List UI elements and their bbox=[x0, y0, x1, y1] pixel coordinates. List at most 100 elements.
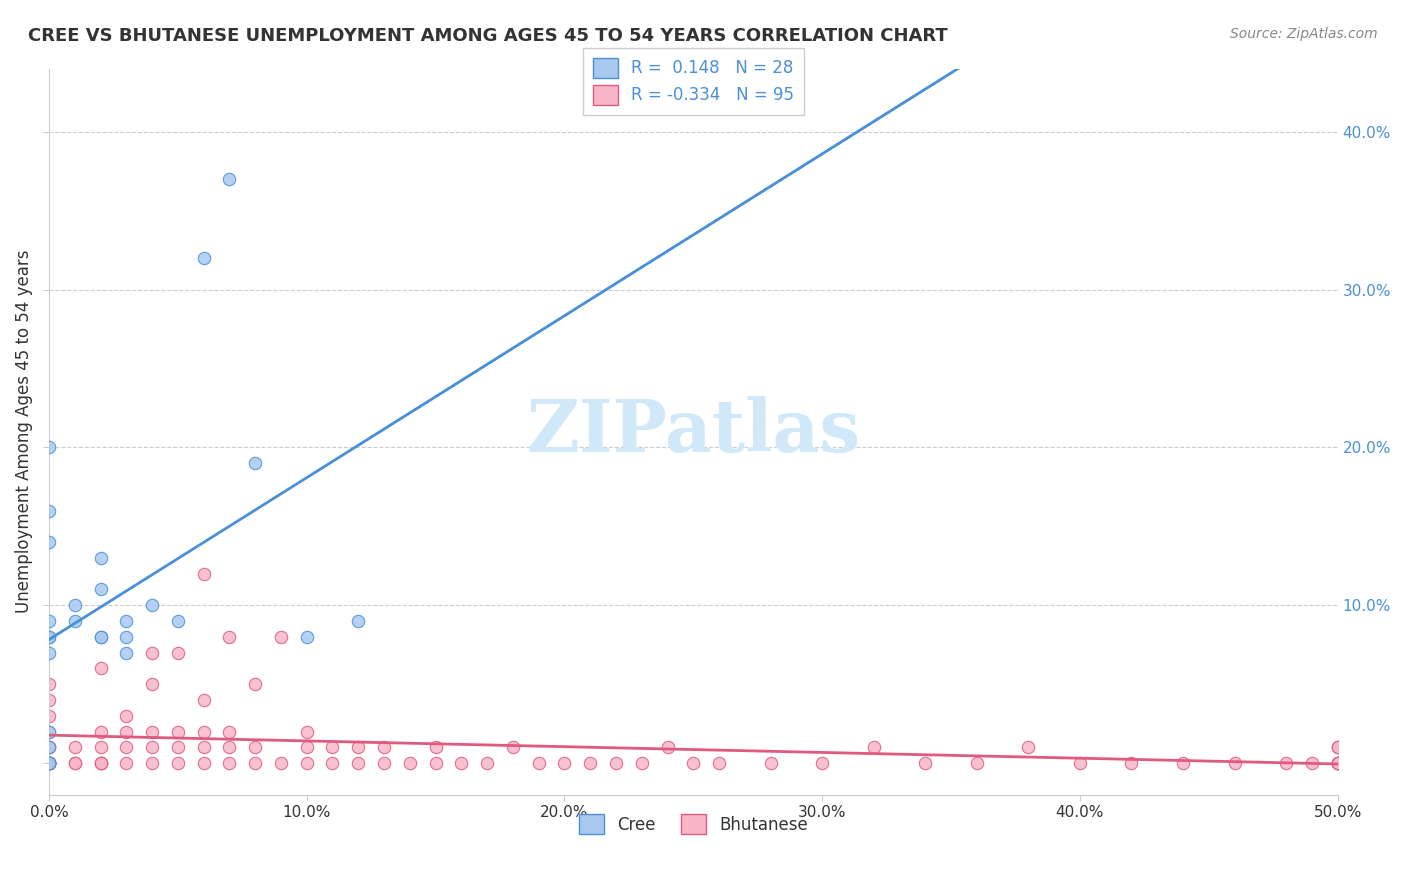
Point bbox=[295, 740, 318, 755]
Point bbox=[38, 756, 60, 771]
Point bbox=[38, 630, 60, 644]
Point bbox=[115, 740, 138, 755]
Point bbox=[38, 503, 60, 517]
Point bbox=[321, 756, 343, 771]
Point bbox=[193, 251, 215, 265]
Point bbox=[243, 756, 266, 771]
Text: Source: ZipAtlas.com: Source: ZipAtlas.com bbox=[1230, 27, 1378, 41]
Y-axis label: Unemployment Among Ages 45 to 54 years: Unemployment Among Ages 45 to 54 years bbox=[15, 250, 32, 614]
Point bbox=[38, 708, 60, 723]
Point bbox=[38, 646, 60, 660]
Point bbox=[630, 756, 652, 771]
Point bbox=[1326, 756, 1348, 771]
Point bbox=[1017, 740, 1039, 755]
Point bbox=[193, 693, 215, 707]
Point bbox=[450, 756, 472, 771]
Point bbox=[38, 756, 60, 771]
Point bbox=[38, 756, 60, 771]
Point bbox=[862, 740, 884, 755]
Point bbox=[243, 740, 266, 755]
Point bbox=[141, 677, 163, 691]
Point bbox=[193, 566, 215, 581]
Point bbox=[373, 756, 395, 771]
Point bbox=[89, 630, 111, 644]
Point bbox=[38, 724, 60, 739]
Point bbox=[398, 756, 420, 771]
Point bbox=[527, 756, 550, 771]
Point bbox=[38, 677, 60, 691]
Point bbox=[1301, 756, 1323, 771]
Point bbox=[966, 756, 988, 771]
Point bbox=[914, 756, 936, 771]
Point bbox=[1069, 756, 1091, 771]
Point bbox=[38, 535, 60, 549]
Point bbox=[1326, 756, 1348, 771]
Point bbox=[141, 724, 163, 739]
Point bbox=[475, 756, 498, 771]
Point bbox=[657, 740, 679, 755]
Point bbox=[243, 677, 266, 691]
Point bbox=[38, 756, 60, 771]
Point bbox=[1326, 756, 1348, 771]
Point bbox=[425, 756, 447, 771]
Point bbox=[1223, 756, 1246, 771]
Point bbox=[218, 756, 240, 771]
Point bbox=[347, 614, 370, 628]
Point bbox=[115, 708, 138, 723]
Point bbox=[38, 756, 60, 771]
Point bbox=[347, 756, 370, 771]
Point bbox=[141, 599, 163, 613]
Point bbox=[89, 724, 111, 739]
Point bbox=[38, 756, 60, 771]
Point bbox=[89, 661, 111, 675]
Point bbox=[759, 756, 782, 771]
Point bbox=[38, 756, 60, 771]
Point bbox=[295, 724, 318, 739]
Point bbox=[1171, 756, 1194, 771]
Point bbox=[553, 756, 575, 771]
Point bbox=[1326, 740, 1348, 755]
Point bbox=[63, 740, 86, 755]
Point bbox=[1275, 756, 1298, 771]
Text: ZIPatlas: ZIPatlas bbox=[526, 396, 860, 467]
Point bbox=[270, 756, 292, 771]
Point bbox=[89, 582, 111, 597]
Point bbox=[115, 614, 138, 628]
Point bbox=[38, 630, 60, 644]
Point bbox=[63, 599, 86, 613]
Point bbox=[115, 724, 138, 739]
Point bbox=[166, 756, 188, 771]
Point bbox=[321, 740, 343, 755]
Point bbox=[218, 630, 240, 644]
Point bbox=[347, 740, 370, 755]
Point bbox=[38, 441, 60, 455]
Point bbox=[115, 756, 138, 771]
Point bbox=[166, 740, 188, 755]
Point bbox=[425, 740, 447, 755]
Point bbox=[89, 756, 111, 771]
Point bbox=[38, 756, 60, 771]
Text: CREE VS BHUTANESE UNEMPLOYMENT AMONG AGES 45 TO 54 YEARS CORRELATION CHART: CREE VS BHUTANESE UNEMPLOYMENT AMONG AGE… bbox=[28, 27, 948, 45]
Point bbox=[218, 172, 240, 186]
Point bbox=[295, 630, 318, 644]
Point bbox=[295, 756, 318, 771]
Point bbox=[115, 630, 138, 644]
Point bbox=[1326, 756, 1348, 771]
Point bbox=[89, 740, 111, 755]
Point bbox=[141, 756, 163, 771]
Point bbox=[38, 756, 60, 771]
Point bbox=[89, 756, 111, 771]
Point bbox=[38, 693, 60, 707]
Point bbox=[115, 646, 138, 660]
Point bbox=[1326, 756, 1348, 771]
Point bbox=[218, 740, 240, 755]
Point bbox=[373, 740, 395, 755]
Point bbox=[38, 614, 60, 628]
Point bbox=[141, 740, 163, 755]
Point bbox=[811, 756, 834, 771]
Point bbox=[579, 756, 602, 771]
Point bbox=[166, 646, 188, 660]
Point bbox=[1326, 740, 1348, 755]
Point bbox=[38, 724, 60, 739]
Point bbox=[1326, 756, 1348, 771]
